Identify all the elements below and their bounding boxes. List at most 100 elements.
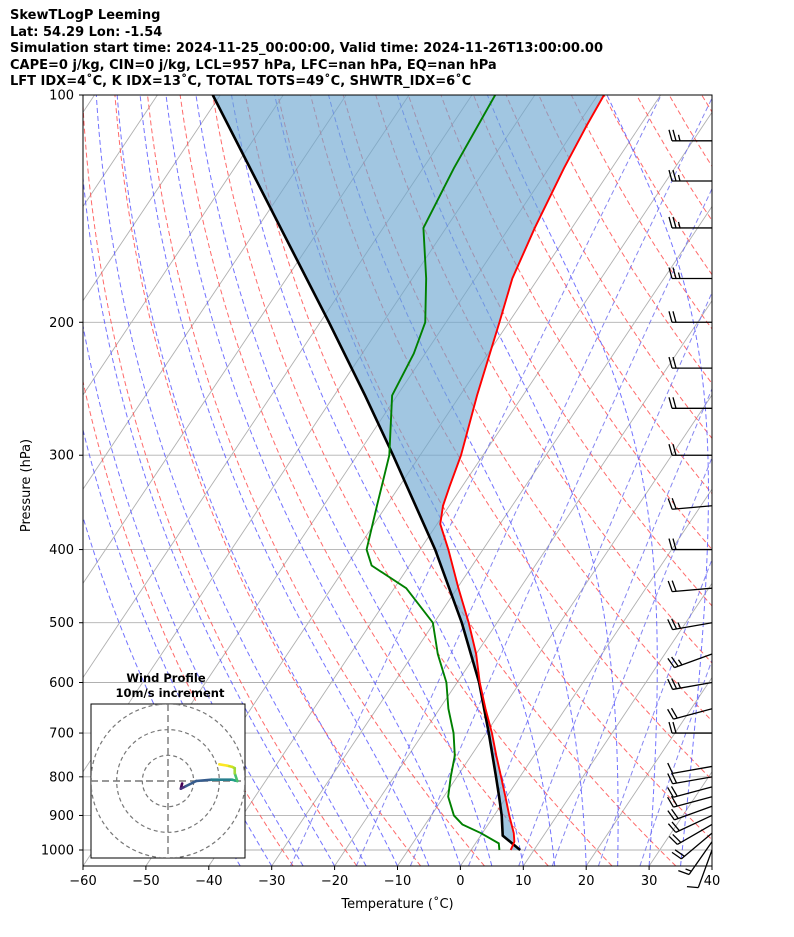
dry-adiabat-line [83,379,294,866]
wind-barb [667,497,713,510]
wind-barb-feather [667,678,674,690]
wind-barb-feather [667,787,674,798]
wind-barb [686,849,713,889]
dewpoint-profile-line [365,95,501,851]
isotherm-line [271,205,712,866]
moist-adiabat-line [195,95,493,866]
wind-barb-feather [670,795,678,807]
wind-barb-staff [674,653,713,669]
mixing-ratio-line [409,187,712,866]
wind-barb-staff [697,849,713,888]
wind-barb-half-feather [677,622,682,629]
dry-adiabat-line [767,95,794,866]
dry-adiabat-line [277,95,712,841]
axes: −60 −50 −40 −30 −20 −10 0 10 20 30 40 1000 900 800 700… [19,89,720,913]
y-tick-label: 800 [49,770,74,785]
wind-barb-half-feather [677,174,681,182]
wind-barb-staff [673,786,713,798]
wind-barb-feather [668,311,673,323]
wind-barb-staff [674,805,713,821]
x-tick-label: −60 [69,874,96,889]
dry-adiabat-line [668,95,712,168]
wind-barb [667,814,713,833]
moist-adiabat-line [274,95,556,866]
x-axis-label: Temperature (˚C) [340,896,453,912]
wind-barb-feather [671,618,678,630]
mixing-ratio-line [290,95,662,866]
wind-barb-half-feather [677,659,683,666]
wind-barb-feather [668,538,673,550]
wind-barb [667,762,713,775]
wind-barb [668,823,713,846]
isotherm-line [460,488,712,866]
wind-barb-staff [672,587,713,593]
dry-adiabat-line [473,95,712,495]
moist-adiabat-line [95,95,367,866]
dry-adiabat-line [244,95,677,866]
wind-barb-feather [672,721,677,734]
location-line: Lat: 54.29 Lon: -1.54 [10,24,163,40]
x-tick-label: −10 [384,874,411,889]
wind-barb [668,721,712,734]
wind-barb-feather [671,851,682,860]
wind-barb [667,618,713,631]
moist-adiabat-line [711,862,712,866]
x-tick-label: 20 [578,874,595,889]
wind-barb-feather [672,267,677,279]
wind-barb-feather [668,129,673,141]
wind-barb-feather [667,708,674,720]
wind-barb [671,832,713,860]
mixing-ratio-line [468,291,712,866]
x-tick-label: 10 [515,874,532,889]
dry-adiabat-line [83,98,358,866]
wind-barb-half-feather [685,868,692,872]
wind-barb-feather [672,833,682,843]
wind-barb-feather [667,657,675,669]
wind-barb [668,216,712,229]
wind-barb-staff [672,776,713,785]
temperature-profile-line [439,95,605,851]
moist-adiabat-line [231,95,524,866]
wind-barb-half-feather [677,272,681,279]
x-tick-label: −40 [195,874,222,889]
wind-barb-feather [672,397,677,409]
y-tick-label: 400 [49,543,74,558]
isotherm-line [83,95,284,396]
wind-barb-feather [667,796,674,808]
y-axis-label: Pressure (hPa) [19,439,34,532]
wind-barb-half-feather [677,134,681,141]
chart-title: SkewTLogP Leeming [10,8,161,23]
wind-barb [667,772,713,785]
wind-barb-half-feather [677,682,682,689]
wind-barb-staff [673,708,713,720]
moist-adiabat-line [83,173,336,866]
wind-barb-feather [678,870,690,876]
wind-barb [668,538,712,551]
wind-barb-feather [667,619,674,630]
isotherm-line [397,394,712,866]
wind-barb-feather [667,810,675,821]
wind-barb-feather [671,772,678,784]
wind-barb-feather [672,311,677,323]
isotherm-line [83,95,95,114]
wind-barb-feather [667,762,674,774]
x-tick-label: 40 [704,874,721,889]
wind-barb [668,397,712,409]
wind-barb [668,311,712,323]
mixing-ratio-line [518,387,712,866]
wind-barb-feather [667,773,674,785]
wind-barb-staff [680,832,713,860]
wind-barb-staff [672,681,713,691]
wind-barb-feather [668,267,673,279]
plot-area [83,95,794,889]
moist-adiabat-line [83,323,304,866]
dry-adiabat-line [179,95,549,866]
x-tick-label: −50 [132,874,159,889]
mixing-ratio-line [355,96,712,866]
wind-barb [678,841,713,876]
isotherm-line [83,95,221,302]
wind-barb-feather [672,129,677,141]
y-tick-label: 100 [49,89,74,104]
